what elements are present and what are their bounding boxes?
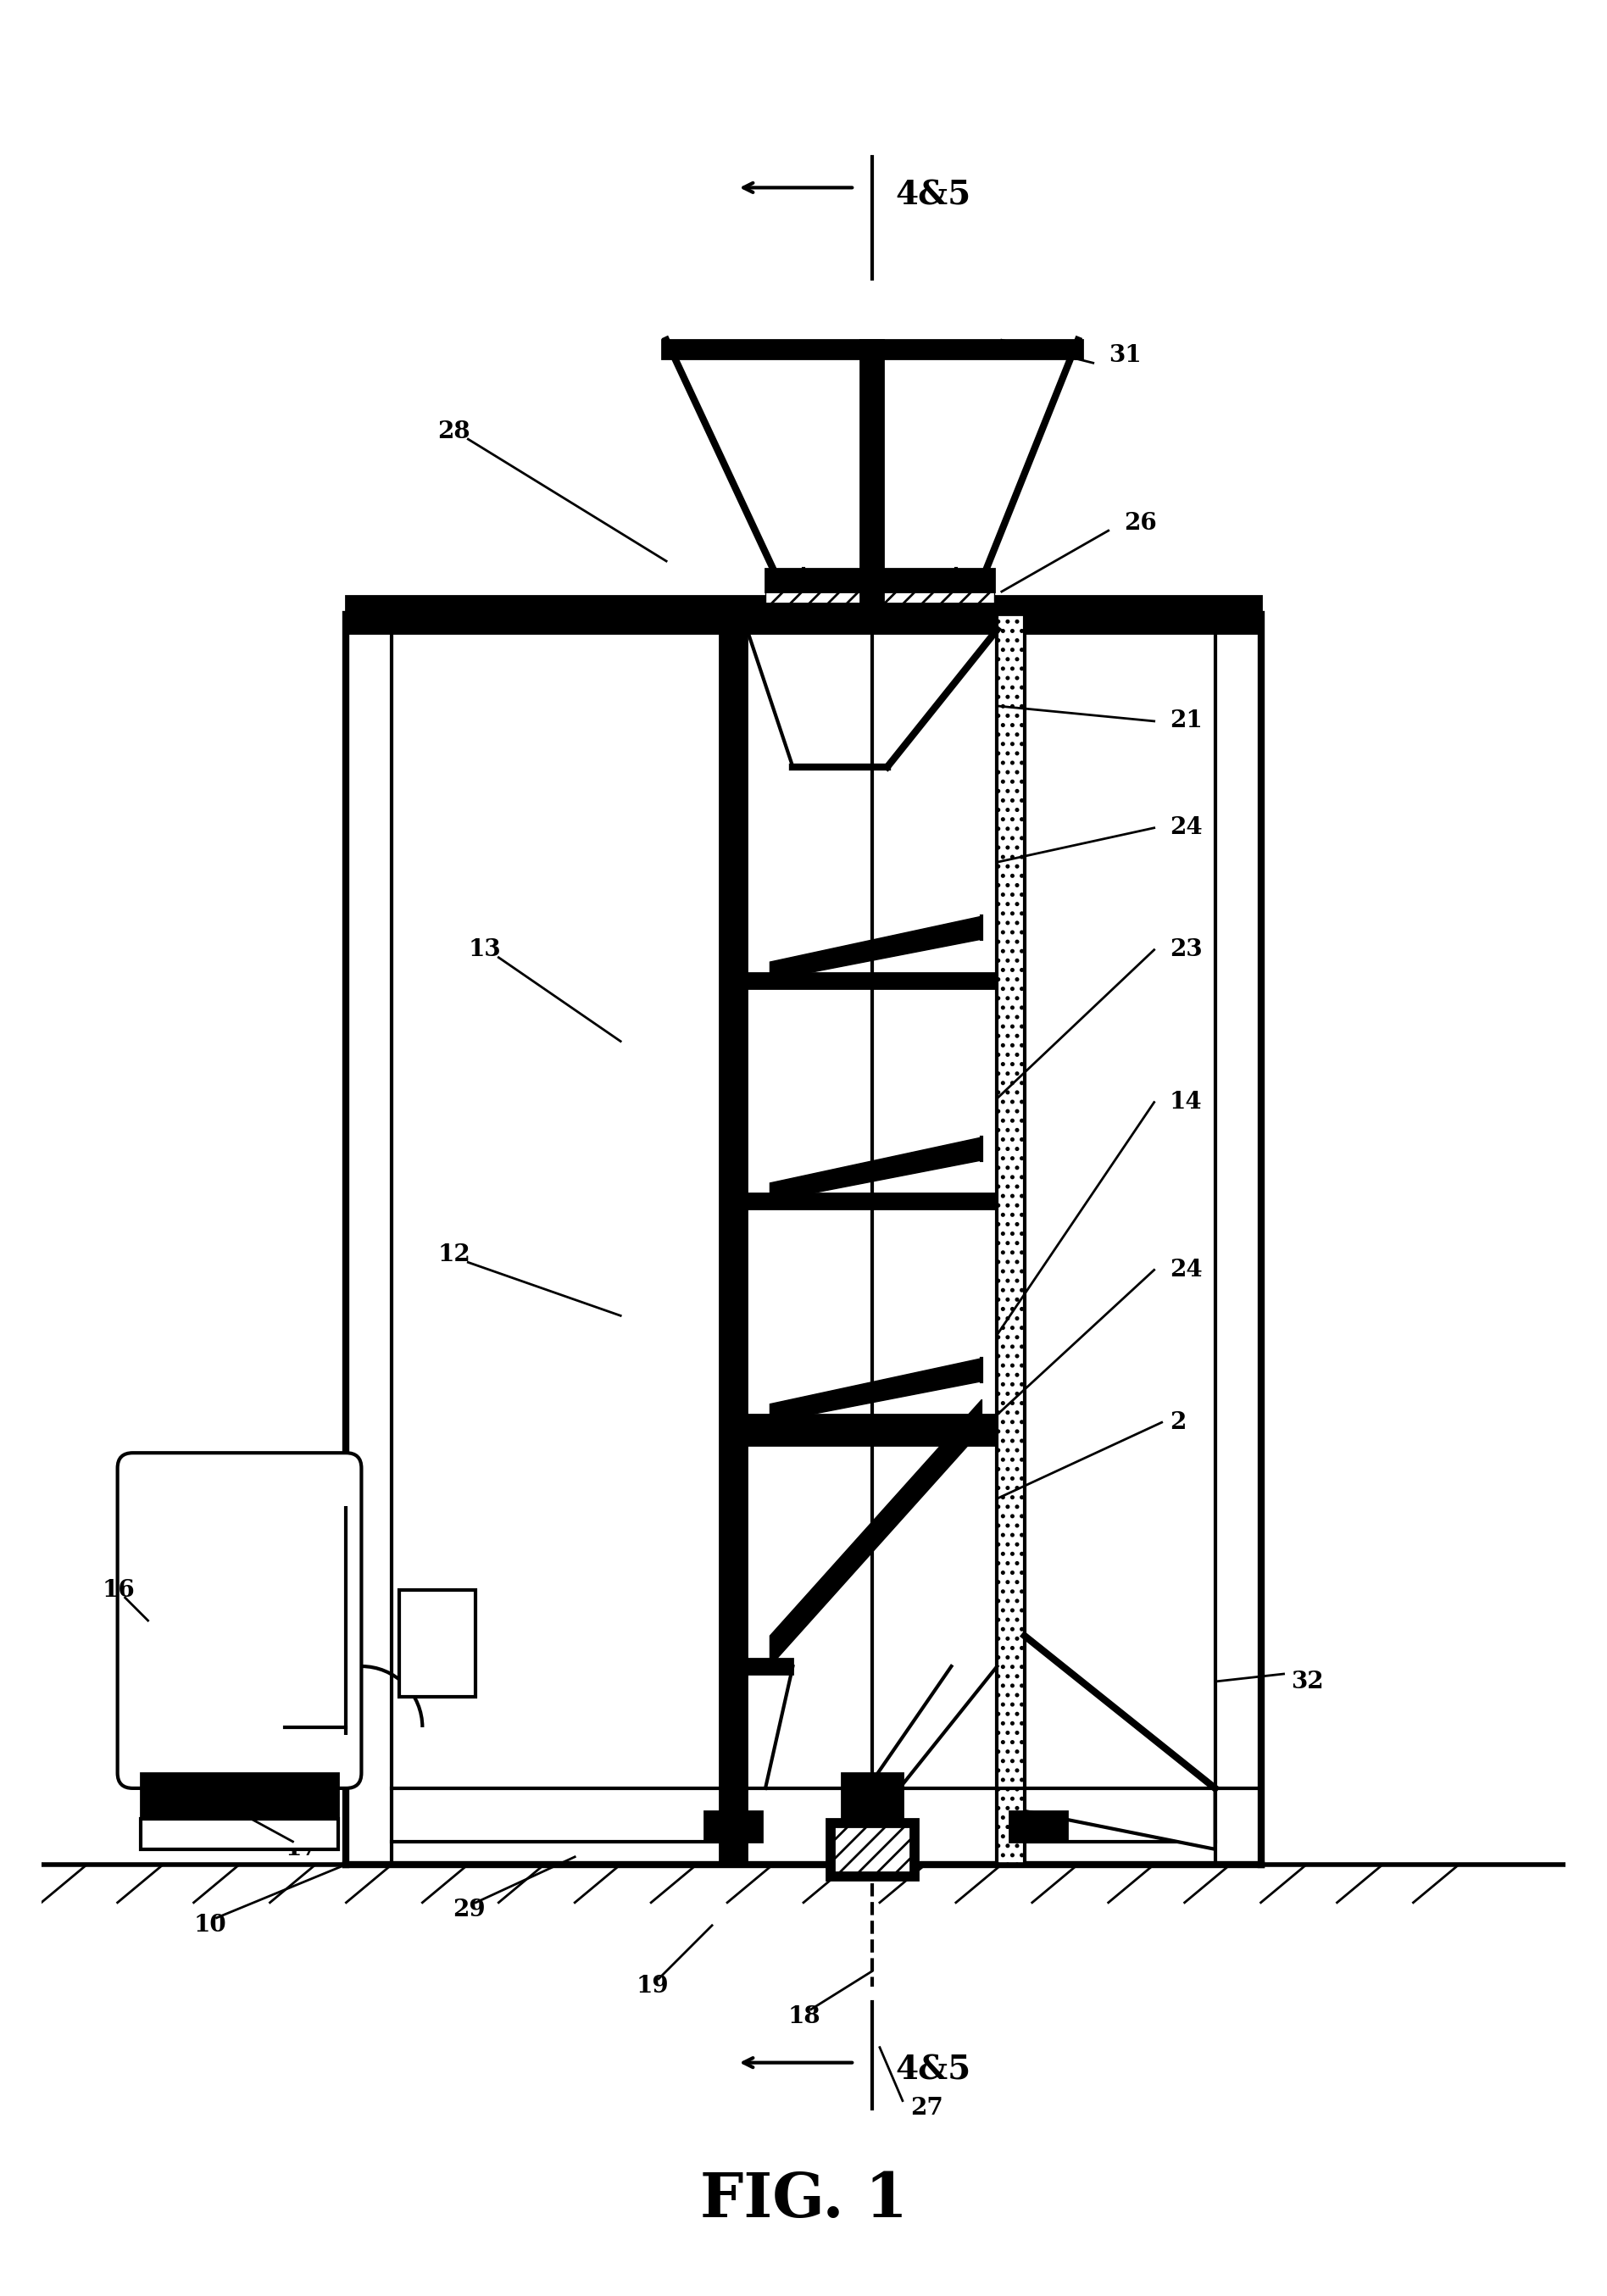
Bar xyxy=(765,569,995,592)
Polygon shape xyxy=(770,916,982,980)
Text: 4&5: 4&5 xyxy=(895,2055,971,2087)
Text: 28: 28 xyxy=(437,420,471,443)
Text: 12: 12 xyxy=(437,1242,471,1265)
Text: 13: 13 xyxy=(468,939,501,962)
Text: 27: 27 xyxy=(910,2096,943,2119)
Polygon shape xyxy=(770,1401,982,1667)
Text: 29: 29 xyxy=(453,1899,485,1922)
Text: 24: 24 xyxy=(1170,1258,1202,1281)
Bar xyxy=(826,1818,918,1880)
Text: 17: 17 xyxy=(284,1837,318,1860)
Bar xyxy=(704,1812,762,1841)
Text: 4&5: 4&5 xyxy=(895,179,971,211)
Text: 26: 26 xyxy=(1123,512,1157,535)
Text: 10: 10 xyxy=(194,1915,227,1938)
Polygon shape xyxy=(770,1137,982,1201)
Text: 23: 23 xyxy=(1170,939,1202,962)
Bar xyxy=(662,340,1083,358)
Bar xyxy=(747,1194,996,1210)
Polygon shape xyxy=(1025,1635,1215,1848)
Text: 16: 16 xyxy=(103,1580,135,1603)
Bar xyxy=(346,597,1261,634)
Bar xyxy=(747,1430,996,1444)
Bar xyxy=(747,1414,996,1430)
Polygon shape xyxy=(770,1359,982,1424)
Bar xyxy=(140,1818,339,1848)
Bar xyxy=(861,340,884,622)
FancyBboxPatch shape xyxy=(117,1453,362,1789)
Text: 21: 21 xyxy=(1170,709,1202,732)
Bar xyxy=(747,1658,792,1674)
Bar xyxy=(747,974,996,987)
Text: 24: 24 xyxy=(1170,817,1202,840)
Bar xyxy=(834,1825,910,1871)
Bar xyxy=(765,592,995,611)
Bar xyxy=(996,615,1025,1864)
Text: 32: 32 xyxy=(1292,1669,1324,1692)
Bar xyxy=(1009,1812,1067,1841)
Bar xyxy=(400,1591,476,1697)
Text: 18: 18 xyxy=(789,2004,821,2027)
Bar xyxy=(765,604,995,622)
Bar xyxy=(720,615,747,1864)
Text: 2: 2 xyxy=(1170,1412,1186,1433)
Bar xyxy=(842,1773,903,1818)
Bar xyxy=(140,1773,339,1818)
Text: 14: 14 xyxy=(1170,1091,1202,1114)
Text: 31: 31 xyxy=(1109,344,1141,367)
Text: FIG. 1: FIG. 1 xyxy=(699,2170,908,2229)
Text: 19: 19 xyxy=(636,1975,669,1998)
